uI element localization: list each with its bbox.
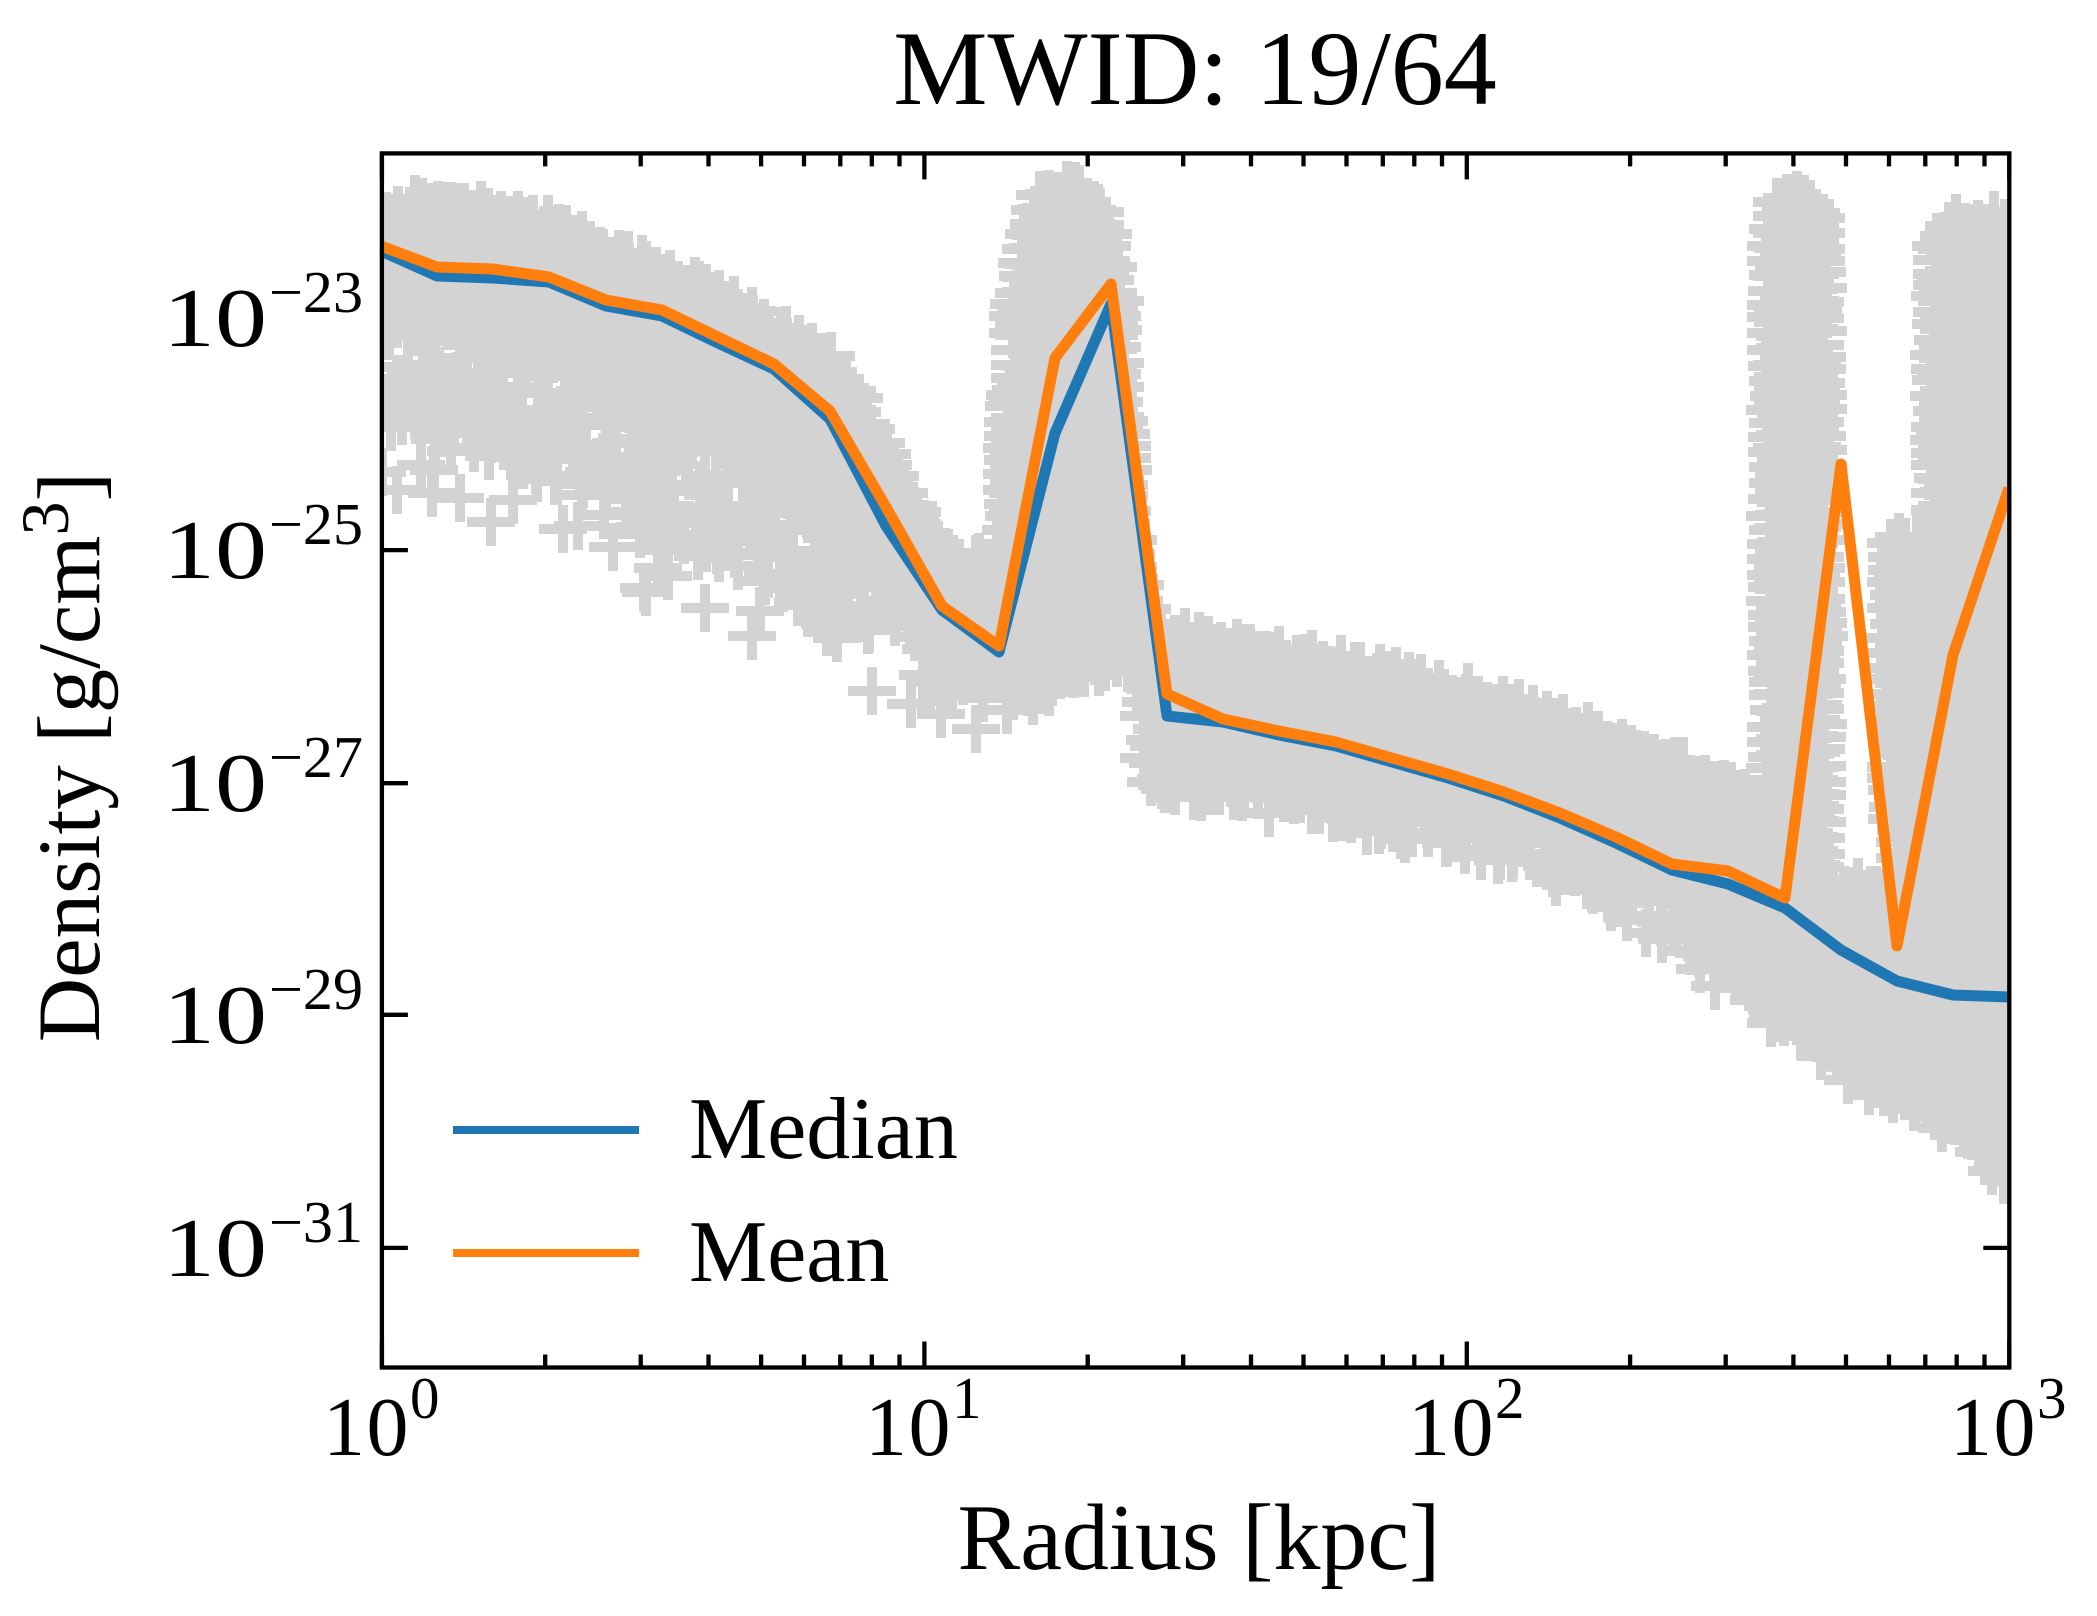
svg-text:100: 100 [323,1365,441,1474]
svg-text:102: 102 [1408,1365,1526,1474]
svg-text:−29: −29 [269,956,363,1022]
svg-text:10: 10 [163,504,267,597]
svg-text:10: 10 [163,737,267,830]
svg-text:Mean: Mean [689,1204,889,1301]
svg-text:10: 10 [163,969,267,1062]
svg-text:−27: −27 [269,724,363,790]
svg-text:Density [g/cm3]: Density [g/cm3] [7,472,119,1042]
svg-text:MWID: 19/64: MWID: 19/64 [893,10,1497,127]
svg-text:−23: −23 [269,259,363,325]
svg-text:10: 10 [163,1202,267,1295]
svg-text:−25: −25 [269,491,363,557]
svg-text:Median: Median [689,1081,958,1178]
svg-text:Radius [kpc]: Radius [kpc] [958,1486,1441,1590]
svg-text:−31: −31 [269,1189,363,1255]
svg-text:10: 10 [163,272,267,365]
